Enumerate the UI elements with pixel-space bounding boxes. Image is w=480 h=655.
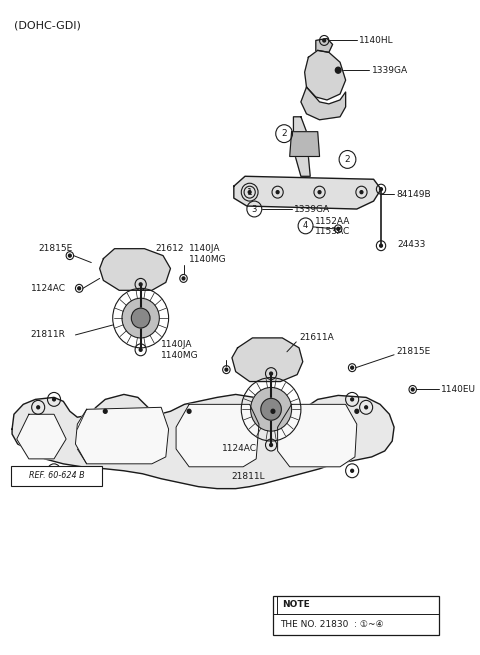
Polygon shape: [234, 176, 381, 209]
Text: 21815E: 21815E: [38, 244, 72, 253]
Polygon shape: [100, 249, 170, 290]
Text: 1153AC: 1153AC: [315, 227, 350, 236]
Text: 2: 2: [281, 129, 287, 138]
Text: 1140MG: 1140MG: [189, 255, 227, 264]
Text: 1152AA: 1152AA: [315, 217, 350, 227]
Circle shape: [248, 191, 251, 194]
Circle shape: [251, 388, 291, 431]
Text: 1140MG: 1140MG: [161, 351, 199, 360]
Text: 1: 1: [247, 188, 252, 196]
Circle shape: [139, 348, 142, 351]
Circle shape: [336, 67, 341, 73]
Text: THE NO. 21830  : ①~④: THE NO. 21830 : ①~④: [280, 620, 384, 629]
Circle shape: [337, 227, 339, 231]
Circle shape: [122, 298, 159, 338]
Circle shape: [351, 398, 354, 401]
Circle shape: [37, 406, 39, 409]
Text: 1140HL: 1140HL: [359, 36, 393, 45]
Circle shape: [225, 368, 228, 371]
Circle shape: [182, 277, 185, 280]
Polygon shape: [301, 87, 346, 120]
Circle shape: [261, 398, 281, 421]
Polygon shape: [17, 414, 66, 459]
Text: 21811R: 21811R: [31, 330, 66, 339]
Polygon shape: [277, 404, 357, 467]
Text: 21612: 21612: [156, 244, 184, 253]
Text: 3: 3: [252, 204, 257, 214]
Circle shape: [69, 254, 71, 257]
Text: 1124AC: 1124AC: [31, 284, 66, 293]
Text: 21815E: 21815E: [396, 347, 430, 356]
Polygon shape: [12, 394, 394, 489]
Circle shape: [355, 409, 359, 413]
Circle shape: [270, 372, 273, 375]
Circle shape: [318, 191, 321, 194]
Circle shape: [323, 39, 325, 42]
Text: 1339GA: 1339GA: [293, 204, 330, 214]
Text: 1124AC: 1124AC: [222, 445, 257, 453]
Text: 2: 2: [345, 155, 350, 164]
Circle shape: [380, 244, 383, 247]
Polygon shape: [290, 132, 320, 157]
Circle shape: [380, 188, 383, 191]
Polygon shape: [316, 39, 333, 52]
FancyBboxPatch shape: [11, 466, 102, 485]
Circle shape: [139, 283, 142, 286]
Circle shape: [365, 406, 368, 409]
Circle shape: [103, 409, 107, 413]
Circle shape: [270, 443, 273, 447]
Circle shape: [53, 398, 55, 401]
Text: 21811L: 21811L: [231, 472, 264, 481]
Polygon shape: [75, 407, 168, 464]
Circle shape: [132, 308, 150, 328]
Polygon shape: [305, 50, 346, 100]
Circle shape: [78, 287, 81, 290]
Text: 84149B: 84149B: [397, 190, 432, 198]
Circle shape: [360, 191, 363, 194]
Polygon shape: [232, 338, 303, 382]
Text: (DOHC-GDI): (DOHC-GDI): [14, 20, 81, 31]
Text: NOTE: NOTE: [282, 600, 310, 609]
FancyBboxPatch shape: [273, 595, 439, 635]
Circle shape: [351, 469, 354, 472]
Text: 1140EU: 1140EU: [441, 385, 476, 394]
Circle shape: [187, 409, 191, 413]
Text: 4: 4: [303, 221, 308, 231]
Circle shape: [53, 469, 55, 472]
Text: 1140JA: 1140JA: [161, 341, 192, 349]
Polygon shape: [293, 117, 310, 176]
Circle shape: [271, 409, 275, 413]
Circle shape: [411, 388, 414, 391]
Circle shape: [276, 191, 279, 194]
Circle shape: [351, 366, 354, 369]
Text: 24433: 24433: [397, 240, 425, 249]
Text: REF. 60-624 B: REF. 60-624 B: [29, 471, 84, 480]
Text: 21611A: 21611A: [299, 333, 334, 343]
Polygon shape: [176, 404, 259, 467]
Text: 1140JA: 1140JA: [189, 244, 221, 253]
Text: 1339GA: 1339GA: [372, 66, 408, 75]
